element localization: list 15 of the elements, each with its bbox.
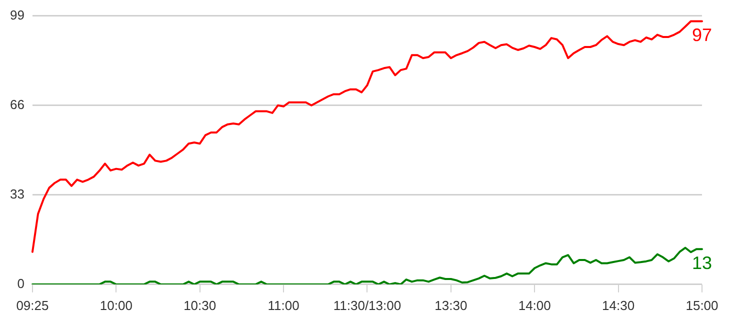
x-tick-label: 11:30/13:00 bbox=[333, 298, 402, 313]
x-tick-label: 14:30 bbox=[602, 298, 635, 313]
y-tick-label: 66 bbox=[10, 96, 24, 112]
x-tick-label: 11:00 bbox=[268, 298, 300, 313]
x-tick-label: 13:30 bbox=[434, 298, 468, 313]
annotation: 97 bbox=[692, 25, 712, 46]
y-tick-label: 99 bbox=[10, 7, 24, 22]
y-tick-label: 0 bbox=[17, 276, 24, 291]
x-tick-label: 10:00 bbox=[100, 298, 132, 313]
annotation: 13 bbox=[692, 253, 712, 274]
x-tick-label: 15:00 bbox=[686, 298, 718, 313]
y-tick-label: 33 bbox=[10, 186, 24, 202]
x-tick-label: 10:30 bbox=[184, 298, 216, 313]
x-tick-label: 09:25 bbox=[16, 298, 49, 313]
x-tick-label: 14:00 bbox=[518, 298, 551, 313]
